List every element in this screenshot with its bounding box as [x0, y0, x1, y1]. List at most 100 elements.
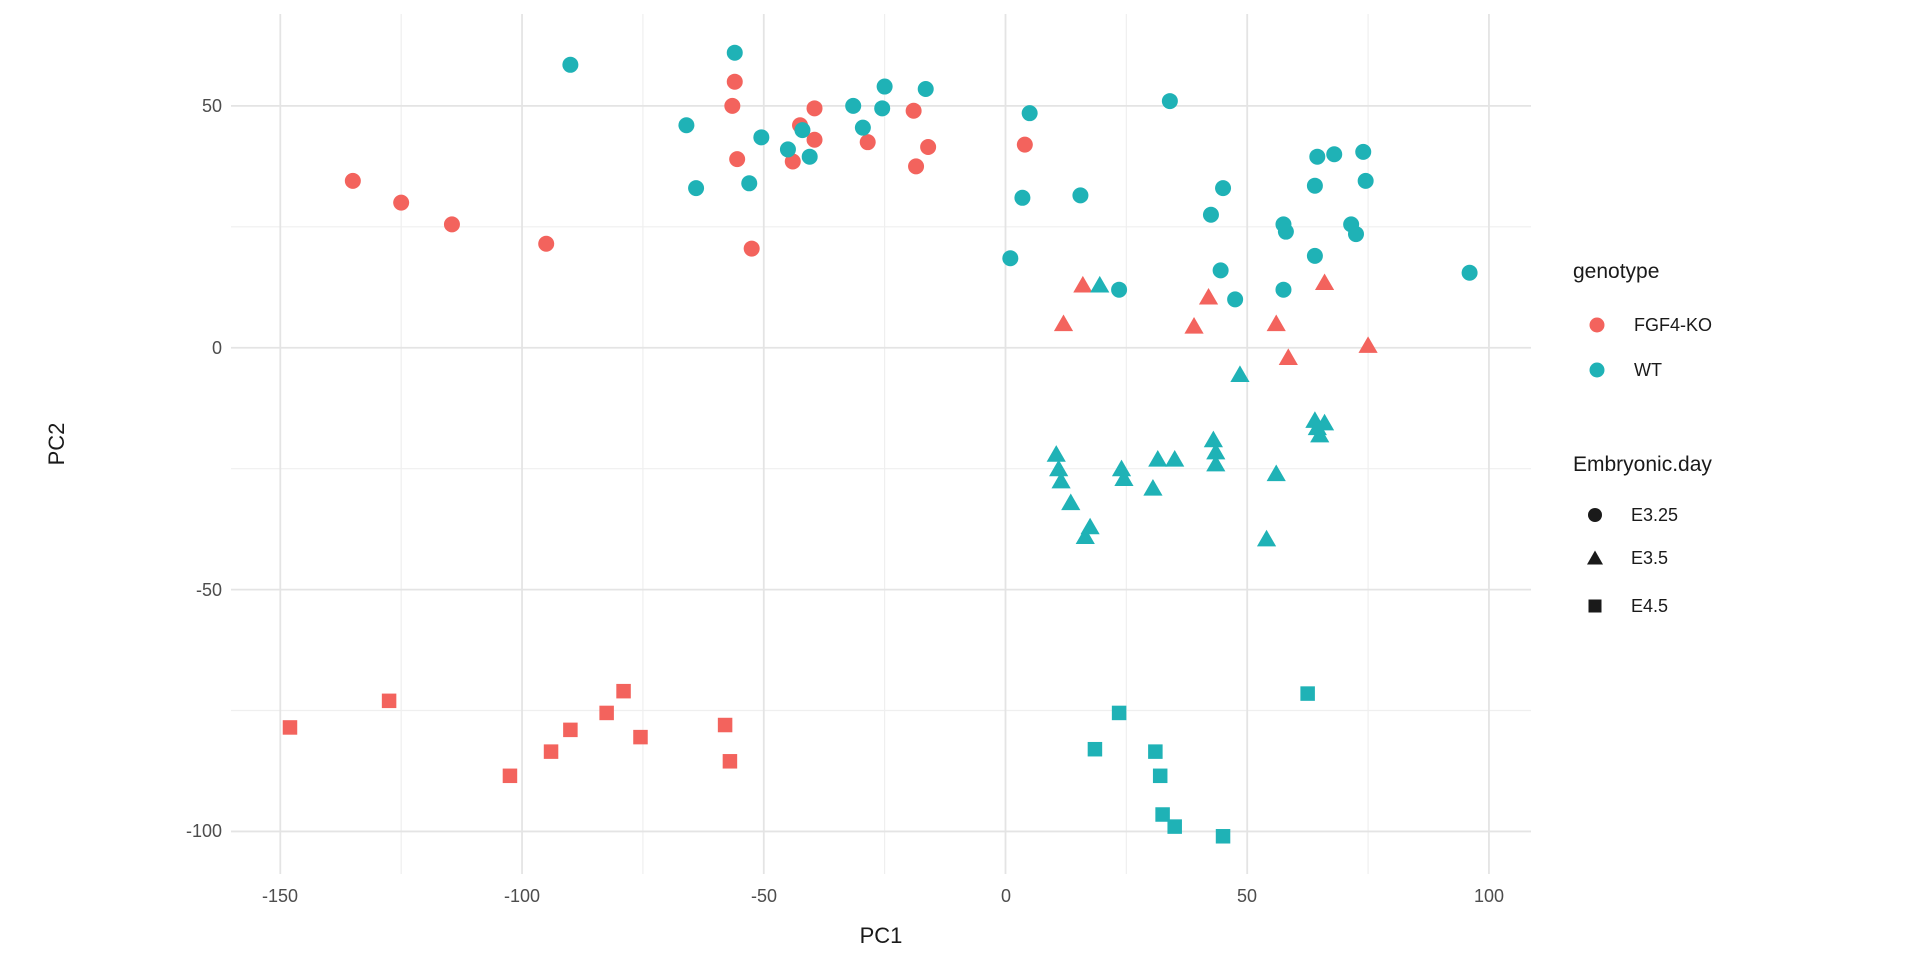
plot-panel: [231, 14, 1531, 874]
point-WT-E3.25: [1461, 264, 1478, 281]
point-WT-E3.5: [1080, 517, 1100, 535]
y-axis-title: PC2: [44, 422, 69, 466]
point-WT-E3.25: [741, 175, 758, 192]
point-WT-E3.25: [562, 56, 579, 73]
point-FGF4-KO-E3.25: [1016, 136, 1033, 153]
point-FGF4-KO-E3.25: [538, 235, 555, 252]
point-WT-E3.25: [1357, 172, 1374, 189]
point-FGF4-KO-E3.25: [743, 240, 760, 257]
point-WT-E3.5: [1051, 471, 1071, 489]
point-WT-E3.25: [1202, 206, 1219, 223]
point-WT-E4.5: [1155, 807, 1170, 822]
point-WT-E3.25: [1002, 250, 1019, 267]
legend-key-fgf4ko-icon: [1589, 317, 1605, 333]
point-FGF4-KO-E4.5: [502, 768, 518, 784]
point-WT-E3.25: [1275, 281, 1292, 298]
legend-title-genotype: genotype: [1573, 260, 1660, 283]
point-FGF4-KO-E3.5: [1278, 348, 1298, 366]
legend-title-embryonic-day: Embryonic.day: [1573, 453, 1712, 476]
legend-key-wt-icon: [1589, 362, 1605, 378]
point-WT-E3.25: [1306, 247, 1323, 264]
point-FGF4-KO-E3.25: [393, 194, 410, 211]
point-WT-E3.25: [1111, 281, 1128, 298]
point-FGF4-KO-E4.5: [599, 705, 614, 721]
point-WT-E4.5: [1148, 744, 1163, 759]
legend-label-wt: WT: [1634, 360, 1662, 380]
point-FGF4-KO-E4.5: [633, 729, 648, 745]
point-FGF4-KO-E3.5: [1053, 314, 1074, 332]
x-tick-label: 0: [1000, 886, 1011, 906]
point-WT-E3.25: [917, 80, 934, 97]
point-FGF4-KO-E3.25: [920, 139, 937, 156]
point-FGF4-KO-E4.5: [722, 754, 738, 769]
point-WT-E3.25: [1277, 223, 1294, 240]
point-FGF4-KO-E3.5: [1314, 273, 1335, 291]
point-FGF4-KO-E3.5: [1198, 287, 1219, 305]
x-tick-label: 50: [1236, 886, 1258, 906]
point-WT-E3.25: [801, 148, 818, 165]
y-tick-label: -50: [195, 580, 222, 600]
point-FGF4-KO-E3.25: [905, 102, 922, 119]
point-WT-E3.25: [1161, 93, 1178, 110]
point-FGF4-KO-E3.25: [726, 73, 743, 90]
point-WT-E3.5: [1061, 493, 1081, 511]
point-WT-E3.25: [1227, 291, 1244, 308]
point-FGF4-KO-E3.25: [784, 153, 801, 170]
point-WT-E4.5: [1152, 768, 1168, 784]
point-WT-E3.5: [1090, 275, 1110, 293]
point-WT-E3.25: [794, 122, 811, 139]
point-WT-E3.5: [1148, 449, 1168, 467]
y-tick-label: 50: [201, 96, 222, 116]
point-WT-E3.25: [1306, 177, 1323, 194]
legend-key-e35-triangle-icon: [1587, 550, 1603, 565]
point-FGF4-KO-E4.5: [717, 717, 733, 733]
point-WT-E3.25: [874, 100, 891, 117]
x-tick-label: -50: [750, 886, 777, 906]
point-WT-E3.5: [1206, 454, 1226, 472]
point-FGF4-KO-E3.25: [908, 158, 925, 175]
legend-label-e45: E4.5: [1631, 596, 1669, 616]
point-WT-E3.25: [1355, 143, 1372, 160]
point-FGF4-KO-E3.25: [806, 100, 823, 117]
point-WT-E3.25: [1309, 148, 1326, 165]
point-WT-E3.25: [1326, 146, 1343, 163]
point-FGF4-KO-E4.5: [282, 720, 298, 735]
point-FGF4-KO-E4.5: [381, 693, 397, 709]
point-WT-E3.5: [1049, 459, 1069, 477]
point-WT-E4.5: [1087, 741, 1103, 757]
point-FGF4-KO-E4.5: [543, 744, 559, 759]
point-WT-E4.5: [1111, 705, 1127, 721]
point-WT-E3.5: [1203, 430, 1223, 448]
point-WT-E4.5: [1300, 686, 1315, 701]
point-FGF4-KO-E3.5: [1184, 316, 1204, 334]
legend-label-e325: E3.25: [1631, 505, 1679, 525]
point-WT-E3.25: [753, 129, 770, 146]
legend-label-e35: E3.5: [1631, 548, 1669, 568]
point-FGF4-KO-E3.25: [859, 134, 876, 151]
point-FGF4-KO-E3.5: [1073, 275, 1093, 293]
legend-key-e45-square-icon: [1588, 599, 1602, 613]
point-WT-E3.5: [1310, 425, 1330, 443]
point-WT-E3.25: [876, 78, 893, 95]
point-WT-E3.5: [1111, 459, 1132, 477]
point-WT-E3.5: [1256, 529, 1277, 547]
point-WT-E3.25: [779, 141, 796, 158]
point-WT-E3.5: [1230, 365, 1250, 382]
point-WT-E3.25: [688, 180, 705, 197]
point-WT-E3.25: [1347, 226, 1364, 243]
y-tick-label: -100: [185, 821, 222, 841]
point-WT-E3.5: [1165, 449, 1185, 467]
point-WT-E3.25: [1212, 262, 1229, 279]
point-WT-E3.25: [1014, 189, 1031, 206]
point-WT-E3.25: [1215, 180, 1232, 197]
legend-key-e325-circle-icon: [1588, 508, 1602, 522]
point-WT-E3.25: [678, 117, 695, 134]
x-tick-label: 100: [1473, 886, 1505, 906]
point-FGF4-KO-E3.5: [1358, 336, 1378, 353]
legend-label-fgf4ko: FGF4-KO: [1634, 315, 1713, 335]
point-WT-E3.5: [1206, 442, 1226, 460]
point-WT-E3.5: [1266, 464, 1286, 482]
point-WT-E3.5: [1314, 413, 1335, 431]
point-WT-E3.5: [1114, 469, 1134, 486]
